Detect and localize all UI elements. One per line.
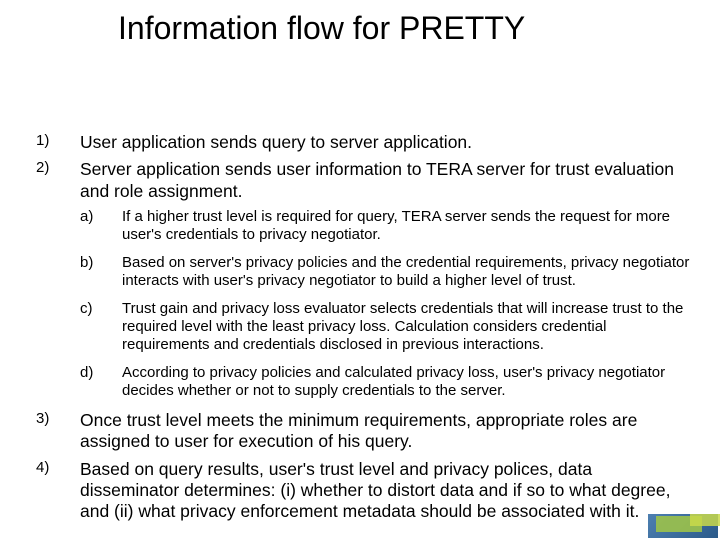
sub-item-label: d) [80, 364, 122, 382]
list-item: 2) Server application sends user informa… [36, 159, 696, 202]
slide-content: 1) User application sends query to serve… [36, 132, 696, 529]
list-item-text: User application sends query to server a… [80, 132, 696, 153]
list-item-label: 4) [36, 459, 80, 478]
sub-item-text: Trust gain and privacy loss evaluator se… [122, 300, 696, 354]
list-item-text: Once trust level meets the minimum requi… [80, 410, 696, 453]
list-item: 1) User application sends query to serve… [36, 132, 696, 153]
slide-title: Information flow for PRETTY [118, 10, 525, 47]
footer-rect-front [690, 514, 720, 526]
sub-item-label: c) [80, 300, 122, 318]
sub-list: a) If a higher trust level is required f… [80, 208, 696, 400]
sub-item-text: If a higher trust level is required for … [122, 208, 696, 244]
list-item-text: Based on query results, user's trust lev… [80, 459, 696, 523]
footer-graphic [634, 504, 720, 540]
sub-list-item: a) If a higher trust level is required f… [80, 208, 696, 244]
list-item-label: 1) [36, 132, 80, 151]
list-item: 4) Based on query results, user's trust … [36, 459, 696, 523]
sub-item-label: b) [80, 254, 122, 272]
sub-list-item: c) Trust gain and privacy loss evaluator… [80, 300, 696, 354]
sub-item-label: a) [80, 208, 122, 226]
sub-item-text: According to privacy policies and calcul… [122, 364, 696, 400]
list-item-label: 3) [36, 410, 80, 429]
list-item: 3) Once trust level meets the minimum re… [36, 410, 696, 453]
sub-item-text: Based on server's privacy policies and t… [122, 254, 696, 290]
list-item-text: Server application sends user informatio… [80, 159, 696, 202]
slide: Information flow for PRETTY 1) User appl… [0, 0, 720, 540]
sub-list-item: b) Based on server's privacy policies an… [80, 254, 696, 290]
sub-list-item: d) According to privacy policies and cal… [80, 364, 696, 400]
list-item-label: 2) [36, 159, 80, 178]
